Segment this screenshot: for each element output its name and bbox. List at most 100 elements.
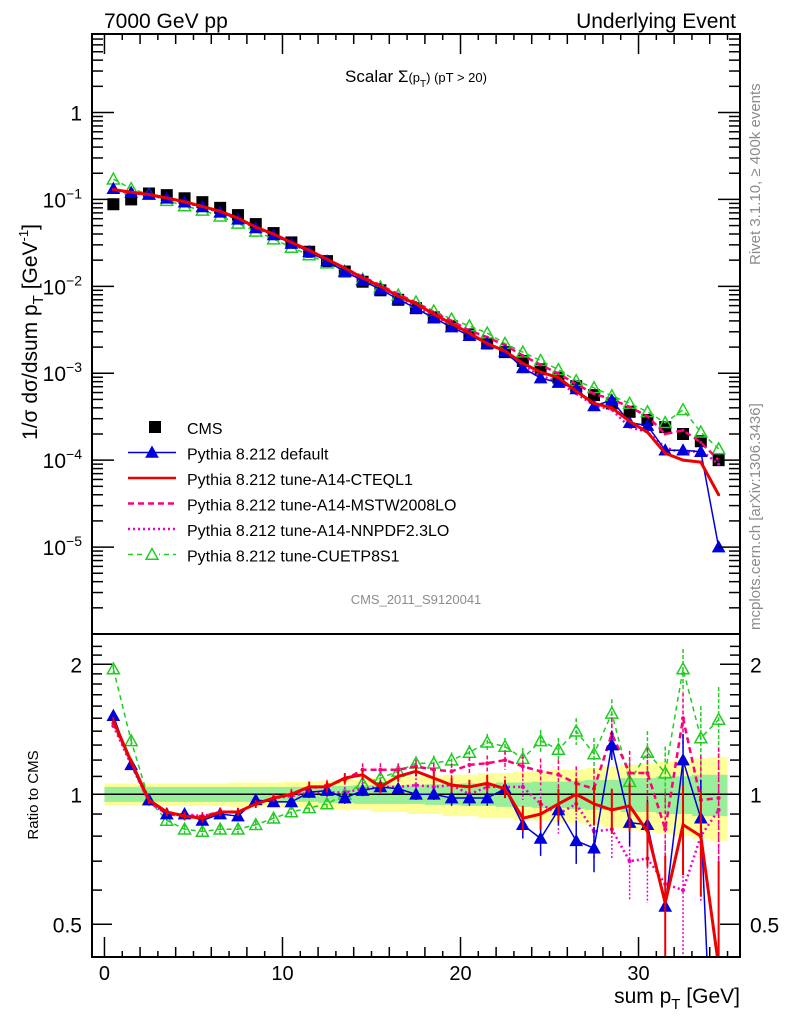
default-point xyxy=(409,301,423,314)
default-ratio-point xyxy=(604,738,619,751)
default-point xyxy=(604,393,619,406)
cteql1-point xyxy=(307,248,311,252)
cteql1-point xyxy=(289,240,293,244)
default-ratio-point xyxy=(569,833,584,847)
cteql1-point xyxy=(361,276,365,280)
cuetp8s1-ratio-point xyxy=(675,661,691,675)
cuetp8s1-ratio-point xyxy=(230,821,246,835)
cteql1-point xyxy=(414,302,418,306)
legend-label: Pythia 8.212 tune-CUETP8S1 xyxy=(187,549,400,566)
legend-label: Pythia 8.212 tune-A14-NNPDF2.3LO xyxy=(187,523,449,540)
default-ratio-point xyxy=(337,791,352,804)
header-right: Underlying Event xyxy=(576,10,736,33)
default-ratio-point xyxy=(355,783,370,796)
nnpdf-ratio-point xyxy=(431,784,436,789)
cuetp8s1-ratio-point xyxy=(106,661,121,675)
default-ratio-point xyxy=(462,791,477,804)
cteql1-point xyxy=(218,209,222,213)
default-ratio-point xyxy=(444,791,459,804)
rivet-label: Rivet 3.1.10, ≥ 400k events xyxy=(747,83,764,265)
cteql1-point xyxy=(254,225,258,229)
mstw-point xyxy=(645,414,649,418)
nnpdf-ratio-point xyxy=(520,784,525,789)
ratio-frame xyxy=(91,633,741,958)
default-ratio-point xyxy=(284,794,299,808)
default-ratio-point xyxy=(426,787,441,800)
legend-label: CMS xyxy=(187,421,223,438)
cteql1-point xyxy=(699,460,703,464)
default-point xyxy=(515,360,530,374)
cteql1-point xyxy=(556,376,560,380)
ratio-y-tick-label-right: 1 xyxy=(750,784,762,807)
plot-title: Scalar Σ(pT) (pT > 20) xyxy=(345,67,487,90)
cuetp8s1-ratio-point xyxy=(177,821,192,835)
cteql1-point xyxy=(378,284,382,288)
cms-point xyxy=(125,193,138,206)
ratio-y-tick-label: 1 xyxy=(70,784,82,807)
legend-item-mstw: Pythia 8.212 tune-A14-MSTW2008LO xyxy=(128,498,456,515)
legend-marker-triangle xyxy=(145,445,159,458)
legend-label: Pythia 8.212 tune-A14-CTEQL1 xyxy=(187,472,413,489)
cteql1-point xyxy=(129,190,133,194)
cuetp8s1-ratio-point xyxy=(301,800,317,814)
mstw-ratio-point xyxy=(663,827,668,832)
default-ratio-point xyxy=(409,787,423,800)
cteql1-point xyxy=(592,401,596,405)
x-tick-label: 10 xyxy=(271,963,293,985)
cuetp8s1-ratio-point xyxy=(123,733,139,747)
default-point xyxy=(426,311,441,324)
cteql1-point xyxy=(165,196,169,200)
cuetp8s1-ratio-point xyxy=(284,804,299,818)
y-tick-label: 1 xyxy=(70,102,82,125)
ratio-y-tick-label-right: 2 xyxy=(750,654,762,677)
ratio-y-tick-label: 0.5 xyxy=(53,914,82,937)
main-frame xyxy=(91,33,741,635)
mstw-ratio-point xyxy=(449,769,454,774)
cuetp8s1-ratio-point xyxy=(551,741,566,755)
cuetp8s1-ratio-point xyxy=(266,810,281,824)
series-default xyxy=(106,181,726,553)
cteql1-point xyxy=(183,200,187,204)
cuetp8s1-point xyxy=(657,415,673,429)
cteql1-point xyxy=(521,361,525,365)
mstw-ratio-point xyxy=(681,716,686,721)
cteql1-point xyxy=(663,451,667,455)
cteql1-point xyxy=(396,294,400,298)
mstw-ratio-point xyxy=(431,767,436,772)
mstw-ratio-point xyxy=(716,796,721,801)
legend-marker-square xyxy=(149,421,161,433)
cteql1-point xyxy=(717,493,721,497)
header-left: 7000 GeV pp xyxy=(104,10,228,33)
cuetp8s1-ratio-point xyxy=(586,746,602,760)
ratio-y-axis-label: Ratio to CMS xyxy=(25,750,42,839)
nnpdf-ratio-point xyxy=(681,888,686,893)
cteql1-point xyxy=(485,341,489,345)
cteql1-point xyxy=(147,192,151,196)
y-tick-label: 10−5 xyxy=(43,533,83,560)
nnpdf-ratio-point xyxy=(414,783,418,788)
cuetp8s1-ratio-point xyxy=(604,705,620,719)
y-axis-label: 1/σ dσ/dsum pT [GeV-1] xyxy=(16,224,47,440)
mstw-ratio-point xyxy=(520,764,525,769)
legend-item-cms: CMS xyxy=(149,421,223,438)
y-tick-label: 10−2 xyxy=(43,272,83,299)
ratio-panel: 0.5 0.5 1 1 2 2 0 10 20 30 Ratio to CMS sum pT [… xyxy=(25,633,779,1013)
cuetp8s1-ratio-point xyxy=(711,711,726,726)
cteql1-point xyxy=(272,232,276,236)
cuetp8s1-ratio-point xyxy=(248,817,264,831)
x-axis-label: sum pT [GeV] xyxy=(614,985,740,1013)
mstw-point xyxy=(592,392,596,396)
cteql1-point xyxy=(343,266,347,270)
legend: CMS Pythia 8.212 default Pythia 8.212 tune… xyxy=(128,421,456,566)
default-point xyxy=(551,375,566,388)
mcplots-label: mcplots.cern.ch [arXiv:1306.3436] xyxy=(747,403,764,630)
cuetp8s1-point xyxy=(675,402,691,416)
mstw-point xyxy=(521,354,525,358)
cuetp8s1-point xyxy=(693,424,709,438)
cteql1-point xyxy=(236,216,240,220)
mstw-ratio-point xyxy=(485,761,490,766)
legend-marker-bg xyxy=(145,547,159,562)
cuetp8s1-ratio-point xyxy=(159,812,175,826)
nnpdf-point xyxy=(717,462,721,466)
